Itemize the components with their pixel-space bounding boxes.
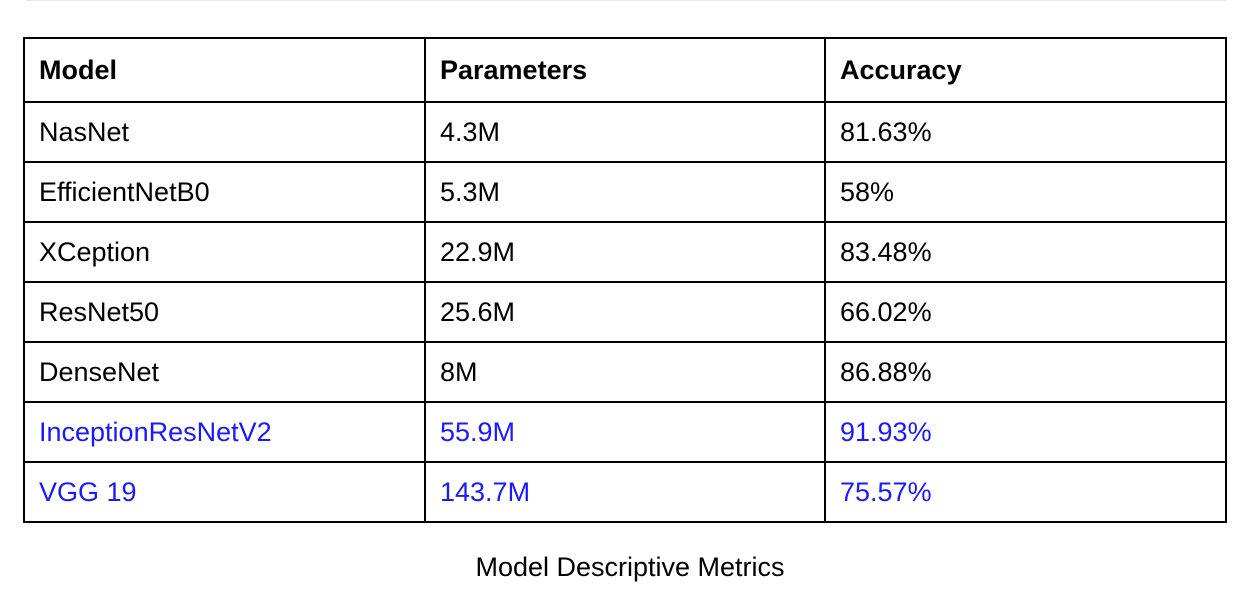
table-row-highlighted: InceptionResNetV2 55.9M 91.93% <box>23 401 1227 463</box>
parameters-cell: 22.9M <box>424 221 826 283</box>
parameters-cell: 4.3M <box>424 101 826 163</box>
parameters-cell: 55.9M <box>424 401 826 463</box>
accuracy-cell: 58% <box>824 161 1227 223</box>
model-cell: VGG 19 <box>23 461 426 523</box>
model-cell: EfficientNetB0 <box>23 161 426 223</box>
table-row: NasNet 4.3M 81.63% <box>23 101 1227 163</box>
column-header-parameters: Parameters <box>424 37 826 103</box>
parameters-cell: 8M <box>424 341 826 403</box>
parameters-cell: 5.3M <box>424 161 826 223</box>
model-cell: NasNet <box>23 101 426 163</box>
accuracy-cell: 81.63% <box>824 101 1227 163</box>
model-cell: DenseNet <box>23 341 426 403</box>
accuracy-cell: 83.48% <box>824 221 1227 283</box>
table-row: DenseNet 8M 86.88% <box>23 341 1227 403</box>
top-divider <box>26 0 1226 1</box>
accuracy-cell: 91.93% <box>824 401 1227 463</box>
parameters-cell: 25.6M <box>424 281 826 343</box>
table-row-highlighted: VGG 19 143.7M 75.57% <box>23 461 1227 523</box>
table-row: ResNet50 25.6M 66.02% <box>23 281 1227 343</box>
table-body: NasNet 4.3M 81.63% EfficientNetB0 5.3M 5… <box>23 101 1227 523</box>
table-row: XCeption 22.9M 83.48% <box>23 221 1227 283</box>
model-cell: XCeption <box>23 221 426 283</box>
parameters-cell: 143.7M <box>424 461 826 523</box>
table-row: EfficientNetB0 5.3M 58% <box>23 161 1227 223</box>
accuracy-cell: 86.88% <box>824 341 1227 403</box>
column-header-accuracy: Accuracy <box>824 37 1227 103</box>
model-metrics-table: Model Parameters Accuracy NasNet 4.3M 81… <box>23 37 1227 523</box>
table-header: Model Parameters Accuracy <box>23 37 1227 103</box>
model-cell: ResNet50 <box>23 281 426 343</box>
model-cell: InceptionResNetV2 <box>23 401 426 463</box>
header-row: Model Parameters Accuracy <box>23 37 1227 103</box>
column-header-model: Model <box>23 37 426 103</box>
accuracy-cell: 66.02% <box>824 281 1227 343</box>
table-caption: Model Descriptive Metrics <box>475 552 785 582</box>
accuracy-cell: 75.57% <box>824 461 1227 523</box>
